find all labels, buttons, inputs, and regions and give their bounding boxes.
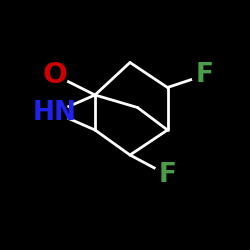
Circle shape <box>42 100 68 126</box>
Circle shape <box>42 62 68 88</box>
Text: HN: HN <box>33 100 77 126</box>
Text: O: O <box>42 61 68 89</box>
Circle shape <box>154 162 180 188</box>
Circle shape <box>192 62 218 88</box>
Text: F: F <box>158 162 176 188</box>
Text: F: F <box>196 62 214 88</box>
